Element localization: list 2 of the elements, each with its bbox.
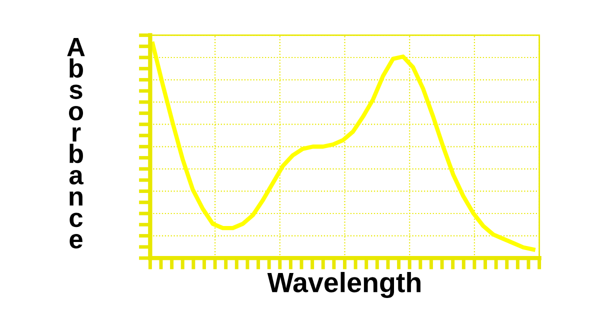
text: Absorbance [67, 38, 85, 248]
x-axis-title: Wavelength [267, 272, 420, 298]
